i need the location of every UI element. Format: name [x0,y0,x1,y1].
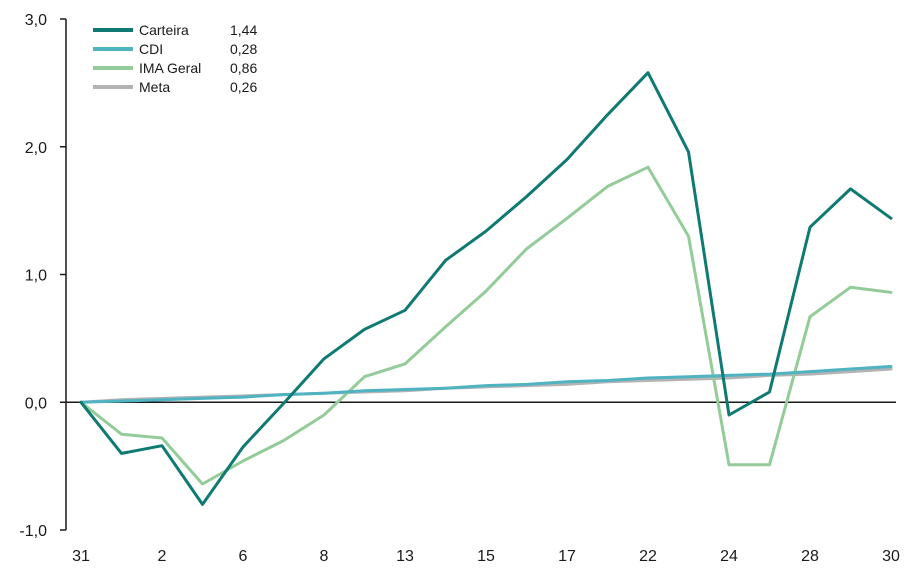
y-tick-label: 3,0 [25,12,47,29]
x-tick-label: 31 [72,548,90,565]
legend-value-cdi: 0,28 [230,41,257,57]
legend-label-cdi: CDI [139,41,163,57]
y-tick-label: -1,0 [19,523,47,540]
series-line-carteira [79,71,893,506]
axes: 3,0 2,0 1,0 0,0 -1,0 31 2 6 8 13 15 17 22 24 28 30 [19,12,900,565]
y-tick-label: 2,0 [25,140,47,157]
x-tick-label: 8 [320,548,329,565]
series-lines [79,71,893,506]
x-tick-label: 30 [882,548,900,565]
y-tick-label: 1,0 [25,268,47,285]
legend-label-ima-geral: IMA Geral [139,60,201,76]
x-tick-label: 17 [558,548,576,565]
y-tick-label: 0,0 [25,395,47,412]
x-tick-label: 13 [396,548,414,565]
x-tick-label: 24 [720,548,738,565]
legend-value-meta: 0,26 [230,79,257,95]
legend-value-ima-geral: 0,86 [230,60,257,76]
x-tick-label: 15 [477,548,495,565]
series-line-ima-geral [79,165,893,486]
x-tick-label: 2 [158,548,167,565]
x-tick-label: 22 [639,548,657,565]
legend-label-carteira: Carteira [139,22,189,38]
legend-label-meta: Meta [139,79,170,95]
legend: Carteira 1,44 CDI 0,28 IMA Geral 0,86 Meta 0,26 [93,22,257,95]
series-line-cdi [79,365,893,404]
x-tick-label: 28 [801,548,819,565]
legend-value-carteira: 1,44 [230,22,257,38]
x-tick-label: 6 [239,548,248,565]
